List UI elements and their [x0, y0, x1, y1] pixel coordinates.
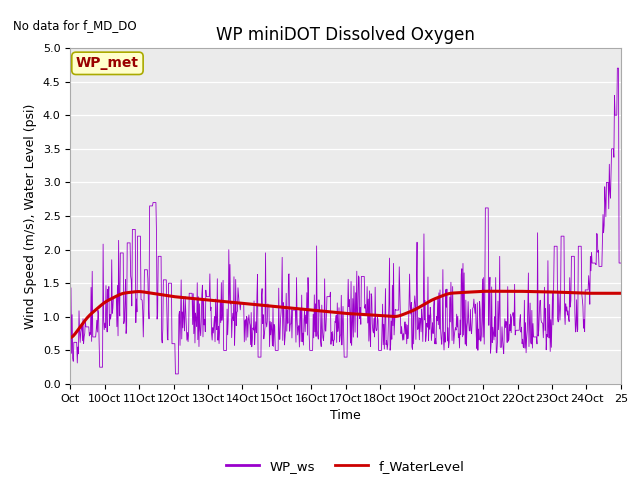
WP_ws: [67, 356, 74, 361]
WP_ws: [617, 260, 625, 266]
Line: f_WaterLevel: f_WaterLevel: [70, 291, 621, 337]
f_WaterLevel: [590, 290, 598, 296]
f_WaterLevel: [598, 290, 606, 296]
WP_ws: [296, 344, 303, 350]
f_WaterLevel: [67, 335, 74, 340]
WP_ws: [614, 65, 621, 71]
X-axis label: Time: Time: [330, 409, 361, 422]
WP_ws: [598, 238, 606, 244]
f_WaterLevel: [492, 288, 499, 294]
f_WaterLevel: [295, 306, 303, 312]
f_WaterLevel: [169, 294, 177, 300]
Text: WP_met: WP_met: [76, 56, 139, 71]
WP_ws: [392, 307, 399, 312]
Legend: WP_ws, f_WaterLevel: WP_ws, f_WaterLevel: [221, 455, 470, 478]
Y-axis label: Wind Speed (m/s), Water Level (psi): Wind Speed (m/s), Water Level (psi): [24, 103, 37, 329]
f_WaterLevel: [617, 290, 625, 296]
Title: WP miniDOT Dissolved Oxygen: WP miniDOT Dissolved Oxygen: [216, 25, 475, 44]
f_WaterLevel: [93, 306, 100, 312]
WP_ws: [172, 371, 179, 377]
Line: WP_ws: WP_ws: [70, 68, 621, 374]
f_WaterLevel: [391, 313, 399, 319]
Text: No data for f_MD_DO: No data for f_MD_DO: [13, 19, 136, 32]
WP_ws: [590, 260, 598, 266]
WP_ws: [169, 341, 177, 347]
WP_ws: [93, 317, 100, 323]
